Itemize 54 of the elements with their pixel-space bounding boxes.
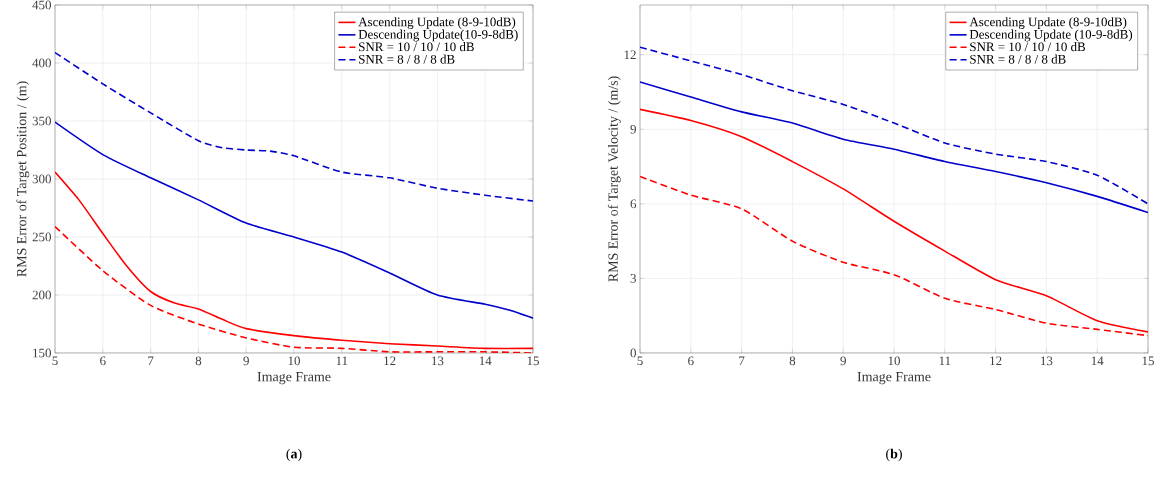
x-tick-label: 6 [688,356,694,366]
x-tick-label: 11 [939,356,951,366]
y-tick-label: 12 [624,50,636,59]
y-tick-label: 300 [32,174,51,184]
y-tick-label: 0 [630,348,636,358]
legend-label: Descending Update (10-9-8dB) [969,29,1133,42]
x-tick-label: 7 [148,356,154,365]
legend-label: Ascending Update (8-9-10dB) [969,17,1127,29]
text: (b) [886,448,902,462]
x-tick-label: 9 [243,356,249,366]
y-tick-label: 9 [630,124,636,134]
line-series [55,225,534,353]
x-axis-title: Image Frame [857,372,931,385]
legend-label: SNR = 10 / 10 / 10 dB [970,42,1086,52]
x-tick-label: 13 [1041,356,1053,366]
line-series [55,171,534,350]
x-tick-label: 7 [739,356,745,365]
text: (a) [286,448,302,462]
legend-label: SNR = 8 / 8 / 8 dB [970,54,1066,64]
legend-label: SNR = 10 / 10 / 10 dB [359,42,474,52]
y-axis-title: RMS Error of Target Position / (m) [16,81,30,277]
legend-label: Ascending Update (8-9-10dB) [358,17,516,29]
line-series [640,81,1149,214]
line-series [55,51,534,202]
x-axis-title: Image Frame [257,372,331,385]
x-tick-label: 12 [990,356,1002,366]
x-tick-label: 9 [840,356,846,366]
x-tick-label: 14 [479,356,492,366]
y-axis-title: RMS Error of Target Velocity / (m/s) [607,76,621,282]
x-tick-label: 15 [1142,356,1154,366]
x-tick-label: 5 [637,356,643,366]
legend-label: Descending Update(10-9-8dB) [358,29,518,42]
legend-label: SNR = 8 / 8 / 8 dB [359,54,455,64]
x-tick-label: 8 [789,356,796,366]
x-tick-label: 12 [384,356,396,366]
y-tick-label: 450 [32,0,51,10]
y-tick-label: 200 [32,290,51,300]
line-series [55,121,534,319]
y-tick-label: 6 [630,199,637,209]
x-tick-label: 14 [1091,356,1104,366]
x-tick-label: 15 [527,356,539,366]
x-tick-label: 13 [432,356,444,366]
x-tick-label: 10 [888,356,900,366]
line-series [640,108,1149,333]
y-tick-label: 250 [32,232,51,242]
x-tick-label: 6 [100,356,106,366]
y-tick-label: 400 [32,58,51,68]
x-tick-label: 8 [195,356,202,366]
y-tick-label: 150 [33,348,51,358]
y-tick-label: 350 [32,116,51,126]
y-tick-label: 3 [630,274,636,283]
x-tick-label: 11 [336,356,348,366]
x-tick-label: 10 [288,356,300,366]
x-tick-label: 5 [52,356,58,366]
